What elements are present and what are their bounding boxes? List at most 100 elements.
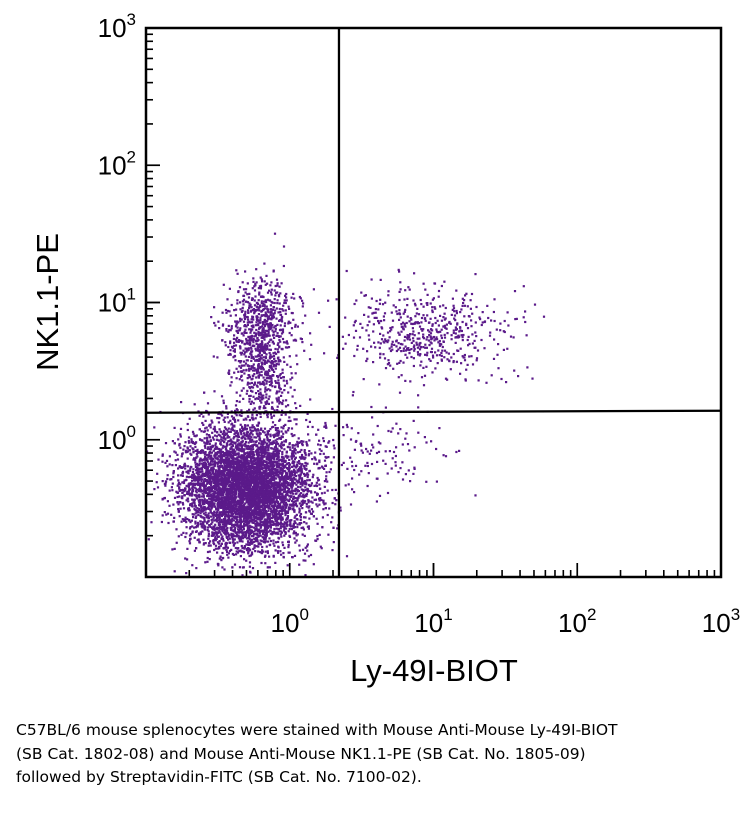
event-dot <box>271 533 274 536</box>
event-dot <box>215 435 219 438</box>
event-dot <box>280 447 283 450</box>
event-dot <box>273 544 276 547</box>
event-dot <box>210 482 213 485</box>
event-dot <box>177 508 180 511</box>
event-dot <box>179 489 183 492</box>
event-dot <box>257 453 260 456</box>
event-dot <box>233 528 236 531</box>
event-dot <box>203 518 206 521</box>
event-dot <box>227 427 230 430</box>
event-dot <box>295 407 298 410</box>
event-dot <box>186 457 189 460</box>
event-dot <box>253 540 256 543</box>
event-dot <box>280 455 284 459</box>
event-dot <box>314 498 318 501</box>
event-dot <box>251 438 254 441</box>
event-dot <box>233 436 236 439</box>
event-dot <box>253 436 256 439</box>
event-dot <box>212 479 215 482</box>
event-dot <box>233 448 236 451</box>
event-dot <box>197 513 200 517</box>
event-dot <box>294 456 297 459</box>
event-dot <box>301 507 304 510</box>
event-dot <box>222 430 225 433</box>
event-dot <box>220 533 223 536</box>
event-dot <box>234 521 237 524</box>
event-dot <box>225 472 229 475</box>
event-dot <box>246 518 249 521</box>
event-dot <box>204 479 208 482</box>
event-dot <box>239 505 242 508</box>
event-dot <box>216 528 219 531</box>
event-dot <box>267 506 270 509</box>
event-dot <box>248 456 251 459</box>
event-dot <box>235 533 239 536</box>
event-dot <box>193 536 196 539</box>
event-dot <box>189 532 193 536</box>
event-dot <box>272 450 275 453</box>
event-dot <box>237 435 241 438</box>
event-dot <box>258 479 261 482</box>
event-dot <box>225 536 229 539</box>
event-dot <box>258 490 261 493</box>
event-dot <box>300 440 303 443</box>
event-dot <box>240 531 244 534</box>
event-dot <box>214 523 217 526</box>
event-dot <box>230 496 233 499</box>
event-dot <box>289 478 292 482</box>
event-dot <box>212 457 215 461</box>
event-dot <box>167 521 170 525</box>
event-dot <box>281 523 284 526</box>
event-dot <box>257 542 260 546</box>
event-dot <box>279 550 282 553</box>
event-dot <box>285 480 288 484</box>
event-dot <box>303 521 306 524</box>
event-dot <box>262 522 265 525</box>
event-dot <box>156 472 159 475</box>
event-dot <box>237 439 240 442</box>
event-dot <box>219 457 222 460</box>
event-dot <box>214 444 217 447</box>
event-dot <box>236 551 239 554</box>
event-dot <box>277 506 281 509</box>
event-dot <box>267 429 271 433</box>
event-dot <box>285 524 288 527</box>
event-dot <box>313 491 317 494</box>
event-dot <box>200 451 203 454</box>
event-dot <box>285 450 288 453</box>
event-dot <box>325 478 328 481</box>
event-dot <box>288 527 291 531</box>
event-dot <box>300 521 303 525</box>
event-dot <box>264 450 267 453</box>
event-dot <box>295 534 298 537</box>
event-dot <box>213 430 217 433</box>
event-dot <box>267 540 270 543</box>
event-dot <box>253 530 256 533</box>
event-dot <box>201 498 204 501</box>
event-dot <box>278 437 281 440</box>
event-dot <box>288 519 291 522</box>
event-dot <box>208 435 211 438</box>
event-dot <box>327 533 330 536</box>
event-dot <box>185 526 188 529</box>
event-dot <box>245 447 248 450</box>
event-dot <box>245 478 248 481</box>
event-dot <box>266 551 269 555</box>
event-dot <box>292 526 295 529</box>
event-dot <box>266 484 269 487</box>
event-dot <box>244 444 247 448</box>
event-dot <box>265 474 268 477</box>
event-dot <box>206 528 209 532</box>
event-dot <box>217 439 220 442</box>
event-dot <box>194 463 197 466</box>
event-dot <box>260 440 263 443</box>
event-dot <box>308 450 311 453</box>
event-dot <box>192 468 195 471</box>
event-dot <box>198 490 201 493</box>
event-dot <box>241 525 244 528</box>
event-dot <box>177 474 180 477</box>
event-dot <box>291 465 294 468</box>
event-dot <box>262 498 265 501</box>
event-dot <box>213 455 216 458</box>
